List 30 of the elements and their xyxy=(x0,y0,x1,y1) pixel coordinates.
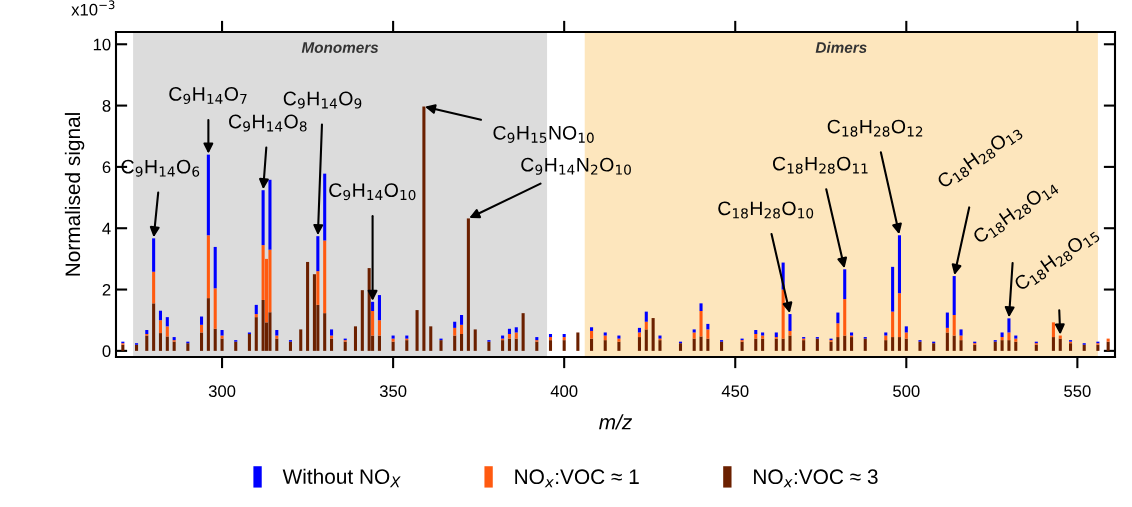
y-tick-label: 8 xyxy=(102,99,111,112)
x-tick-label: 300 xyxy=(208,385,236,398)
x-axis-title: m/z xyxy=(599,414,632,430)
annotation: C$_{18}$H$_{28}$O$_{12}$ xyxy=(827,119,923,137)
legend-label: NO$_{x}$:VOC ≈ 3 xyxy=(754,469,878,488)
x-tick-label: 400 xyxy=(550,385,578,398)
annotation: C$_{9}$H$_{14}$O$_{8}$ xyxy=(229,114,307,132)
y-tick-label: 10 xyxy=(93,38,111,51)
annotation: C$_{18}$H$_{28}$O$_{10}$ xyxy=(718,201,814,219)
band-label: Monomers xyxy=(301,42,379,53)
annotation: C$_{9}$H$_{14}$N$_{2}$O$_{10}$ xyxy=(521,157,631,175)
y-tick-label: 4 xyxy=(102,222,111,235)
y-tick-label: 2 xyxy=(102,283,111,296)
x-tick-label: 350 xyxy=(379,385,407,398)
annotation: C$_{9}$H$_{14}$O$_{9}$ xyxy=(283,91,362,109)
annotation: C$_{9}$H$_{14}$O$_{7}$ xyxy=(169,87,247,105)
band-label: Dimers xyxy=(815,41,867,53)
y-axis-title: Normalised signal xyxy=(64,113,85,276)
x-tick-label: 500 xyxy=(893,385,920,398)
annotation: C$_{9}$H$_{15}$NO$_{10}$ xyxy=(493,125,594,143)
y-tick-label: 0 xyxy=(102,345,111,358)
legend-label: Without NO$_{X}$ xyxy=(282,468,401,488)
x-tick-label: 550 xyxy=(1064,385,1091,398)
x-tick-label: 450 xyxy=(721,385,749,398)
annotation: C$_{18}$H$_{28}$O$_{11}$ xyxy=(773,156,868,174)
annotation: C$_{9}$H$_{14}$O$_{6}$ xyxy=(121,159,200,177)
text: x10$^{−3}$ xyxy=(71,0,115,16)
legend-label: NO$_{x}$:VOC ≈ 1 xyxy=(515,469,639,488)
y-tick-label: 6 xyxy=(102,161,111,174)
annotation: C$_{9}$H$_{14}$O$_{10}$ xyxy=(329,183,416,201)
